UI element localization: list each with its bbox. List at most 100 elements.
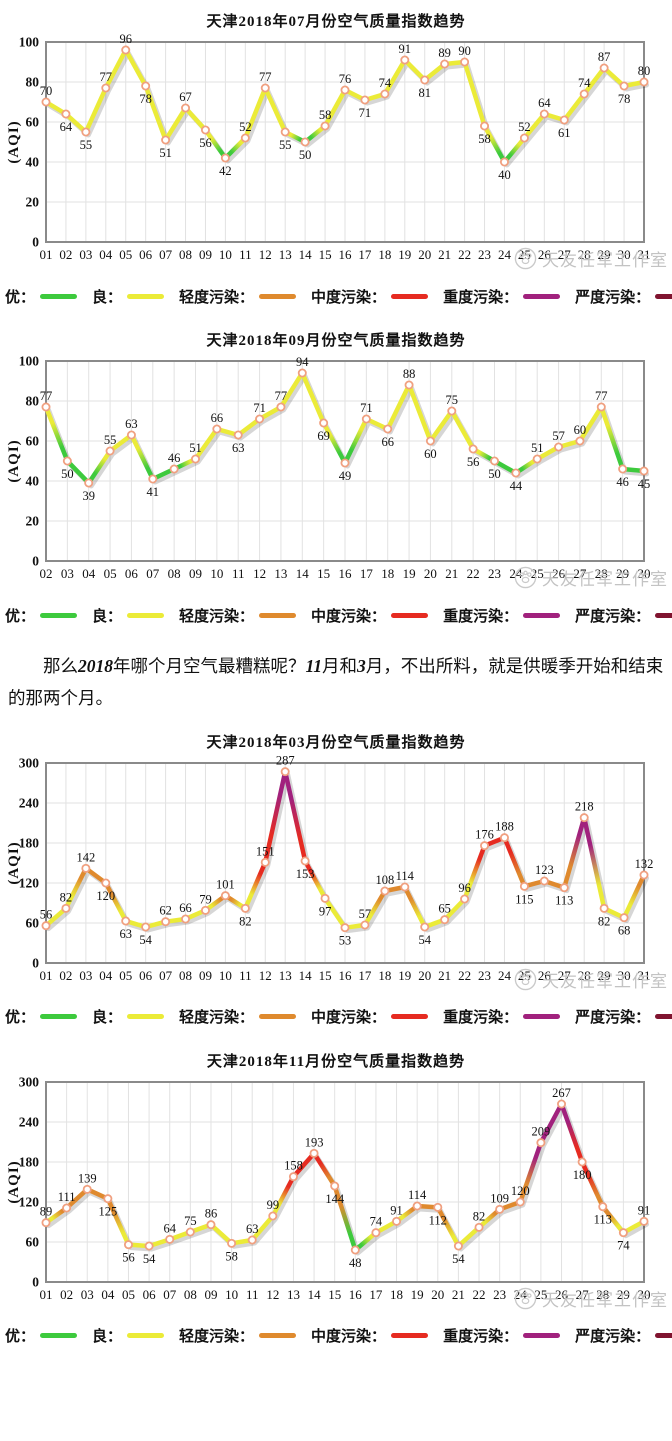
svg-text:300: 300 xyxy=(19,1074,40,1089)
svg-text:08: 08 xyxy=(184,1287,197,1302)
commentary-text: 月，不出所料，就是供暖季开始和结束的那两个月。 xyxy=(8,656,664,709)
svg-text:60: 60 xyxy=(26,915,40,930)
svg-text:19: 19 xyxy=(411,1287,424,1302)
svg-text:60: 60 xyxy=(574,423,587,437)
svg-text:12: 12 xyxy=(253,566,266,581)
svg-text:21: 21 xyxy=(452,1287,465,1302)
svg-text:15: 15 xyxy=(317,566,330,581)
svg-text:111: 111 xyxy=(58,1190,76,1204)
svg-text:188: 188 xyxy=(495,819,514,833)
legend-swatch xyxy=(523,612,561,618)
legend-swatch xyxy=(391,612,429,618)
svg-text:10: 10 xyxy=(210,566,223,581)
svg-text:91: 91 xyxy=(399,42,412,56)
svg-text:25: 25 xyxy=(534,1287,547,1302)
svg-text:48: 48 xyxy=(349,1256,362,1270)
svg-text:45: 45 xyxy=(638,477,651,491)
svg-text:09: 09 xyxy=(199,968,212,983)
svg-text:17: 17 xyxy=(358,968,372,983)
svg-text:18: 18 xyxy=(378,968,391,983)
svg-text:24: 24 xyxy=(498,247,512,262)
svg-text:57: 57 xyxy=(359,907,372,921)
svg-text:22: 22 xyxy=(458,247,471,262)
svg-text:03: 03 xyxy=(79,968,92,983)
svg-text:109: 109 xyxy=(490,1191,509,1205)
svg-text:01: 01 xyxy=(40,247,53,262)
svg-text:16: 16 xyxy=(349,1287,363,1302)
svg-text:09: 09 xyxy=(199,247,212,262)
watermark-text: 天友任军工作室 xyxy=(542,1290,668,1310)
legend-swatch xyxy=(40,612,78,618)
svg-text:40: 40 xyxy=(498,168,511,182)
svg-text:05: 05 xyxy=(119,968,132,983)
commentary-paragraph: 那么2018年哪个月空气最糟糕呢？11月和3月，不出所料，就是供暖季开始和结束的… xyxy=(8,650,664,715)
svg-text:58: 58 xyxy=(225,1249,238,1263)
svg-text:29: 29 xyxy=(617,1287,630,1302)
chart-title: 天津2018年03月份空气质量指数趋势 xyxy=(206,734,466,751)
legend-label: 严度污染： xyxy=(575,1329,651,1346)
legend-row: 优： 良： 轻度污染： 中度污染： 重度污染： 严度污染： xyxy=(0,286,672,307)
svg-text:218: 218 xyxy=(575,799,594,813)
legend-swatch xyxy=(127,293,165,299)
svg-text:13: 13 xyxy=(287,1287,300,1302)
svg-text:27: 27 xyxy=(558,247,572,262)
watermark-text: 天友任军工作室 xyxy=(542,570,668,589)
legend-swatch xyxy=(259,1333,297,1339)
legend-label: 重度污染： xyxy=(443,1329,519,1346)
chart-block: 天津2018年07月份空气质量指数趋势 70 64 55 77 96 78 51 67 56 42… xyxy=(0,0,672,319)
svg-text:08: 08 xyxy=(179,968,192,983)
svg-text:30: 30 xyxy=(638,566,651,581)
svg-text:14: 14 xyxy=(299,968,313,983)
commentary-text: 月和 xyxy=(322,656,358,676)
svg-text:0: 0 xyxy=(32,554,39,569)
svg-text:132: 132 xyxy=(635,857,654,871)
svg-text:77: 77 xyxy=(40,389,53,403)
svg-text:52: 52 xyxy=(239,120,252,134)
svg-text:78: 78 xyxy=(618,92,631,106)
svg-text:20: 20 xyxy=(431,1287,444,1302)
svg-text:20: 20 xyxy=(26,195,40,210)
legend-swatch xyxy=(391,1014,429,1020)
article-body: 天津2018年07月份空气质量指数趋势 70 64 55 77 96 78 51 67 56 42… xyxy=(0,0,672,1346)
svg-text:76: 76 xyxy=(339,72,352,86)
svg-text:52: 52 xyxy=(518,120,531,134)
svg-text:22: 22 xyxy=(467,566,480,581)
svg-text:108: 108 xyxy=(375,873,394,887)
svg-text:176: 176 xyxy=(475,827,494,841)
svg-text:114: 114 xyxy=(408,1188,427,1202)
legend-row: 优： 良： 轻度污染： 中度污染： 重度污染： 严度污染： xyxy=(0,1006,672,1027)
legend-swatch xyxy=(127,1333,165,1339)
svg-text:29: 29 xyxy=(616,566,629,581)
svg-text:14: 14 xyxy=(308,1287,322,1302)
svg-text:05: 05 xyxy=(122,1287,135,1302)
legend-swatch xyxy=(655,1014,672,1020)
svg-text:20: 20 xyxy=(424,566,437,581)
svg-text:12: 12 xyxy=(259,247,272,262)
svg-text:03: 03 xyxy=(81,1287,94,1302)
legend-label: 严度污染： xyxy=(575,289,651,306)
svg-text:11: 11 xyxy=(246,1287,259,1302)
svg-text:60: 60 xyxy=(26,115,40,130)
chart-footer: 优： 良： 轻度污染： 中度污染： 重度污染： 严度污染： 天友任军工作室 xyxy=(0,566,672,638)
svg-text:18: 18 xyxy=(381,566,394,581)
svg-text:54: 54 xyxy=(143,1252,156,1266)
svg-text:40: 40 xyxy=(26,474,40,489)
legend-swatch xyxy=(40,1014,78,1020)
chart-footer: 优： 良： 轻度污染： 中度污染： 重度污染： 严度污染： 天友任军工作室 xyxy=(0,247,672,319)
legend-swatch xyxy=(259,1014,297,1020)
watermark-logo-icon xyxy=(514,566,537,589)
svg-text:46: 46 xyxy=(168,451,181,465)
svg-text:23: 23 xyxy=(478,247,491,262)
svg-text:30: 30 xyxy=(618,968,631,983)
svg-text:96: 96 xyxy=(119,33,132,46)
svg-text:0: 0 xyxy=(32,955,39,970)
legend-swatch xyxy=(655,612,672,618)
chart-footer: 优： 良： 轻度污染： 中度污染： 重度污染： 严度污染： 天友任军工作室 xyxy=(0,968,672,1040)
svg-text:89: 89 xyxy=(438,46,451,60)
svg-text:78: 78 xyxy=(139,92,152,106)
svg-text:05: 05 xyxy=(104,566,117,581)
legend-label: 轻度污染： xyxy=(179,1010,255,1027)
svg-text:71: 71 xyxy=(360,401,373,415)
svg-text:144: 144 xyxy=(325,1192,345,1206)
svg-text:31: 31 xyxy=(638,968,651,983)
